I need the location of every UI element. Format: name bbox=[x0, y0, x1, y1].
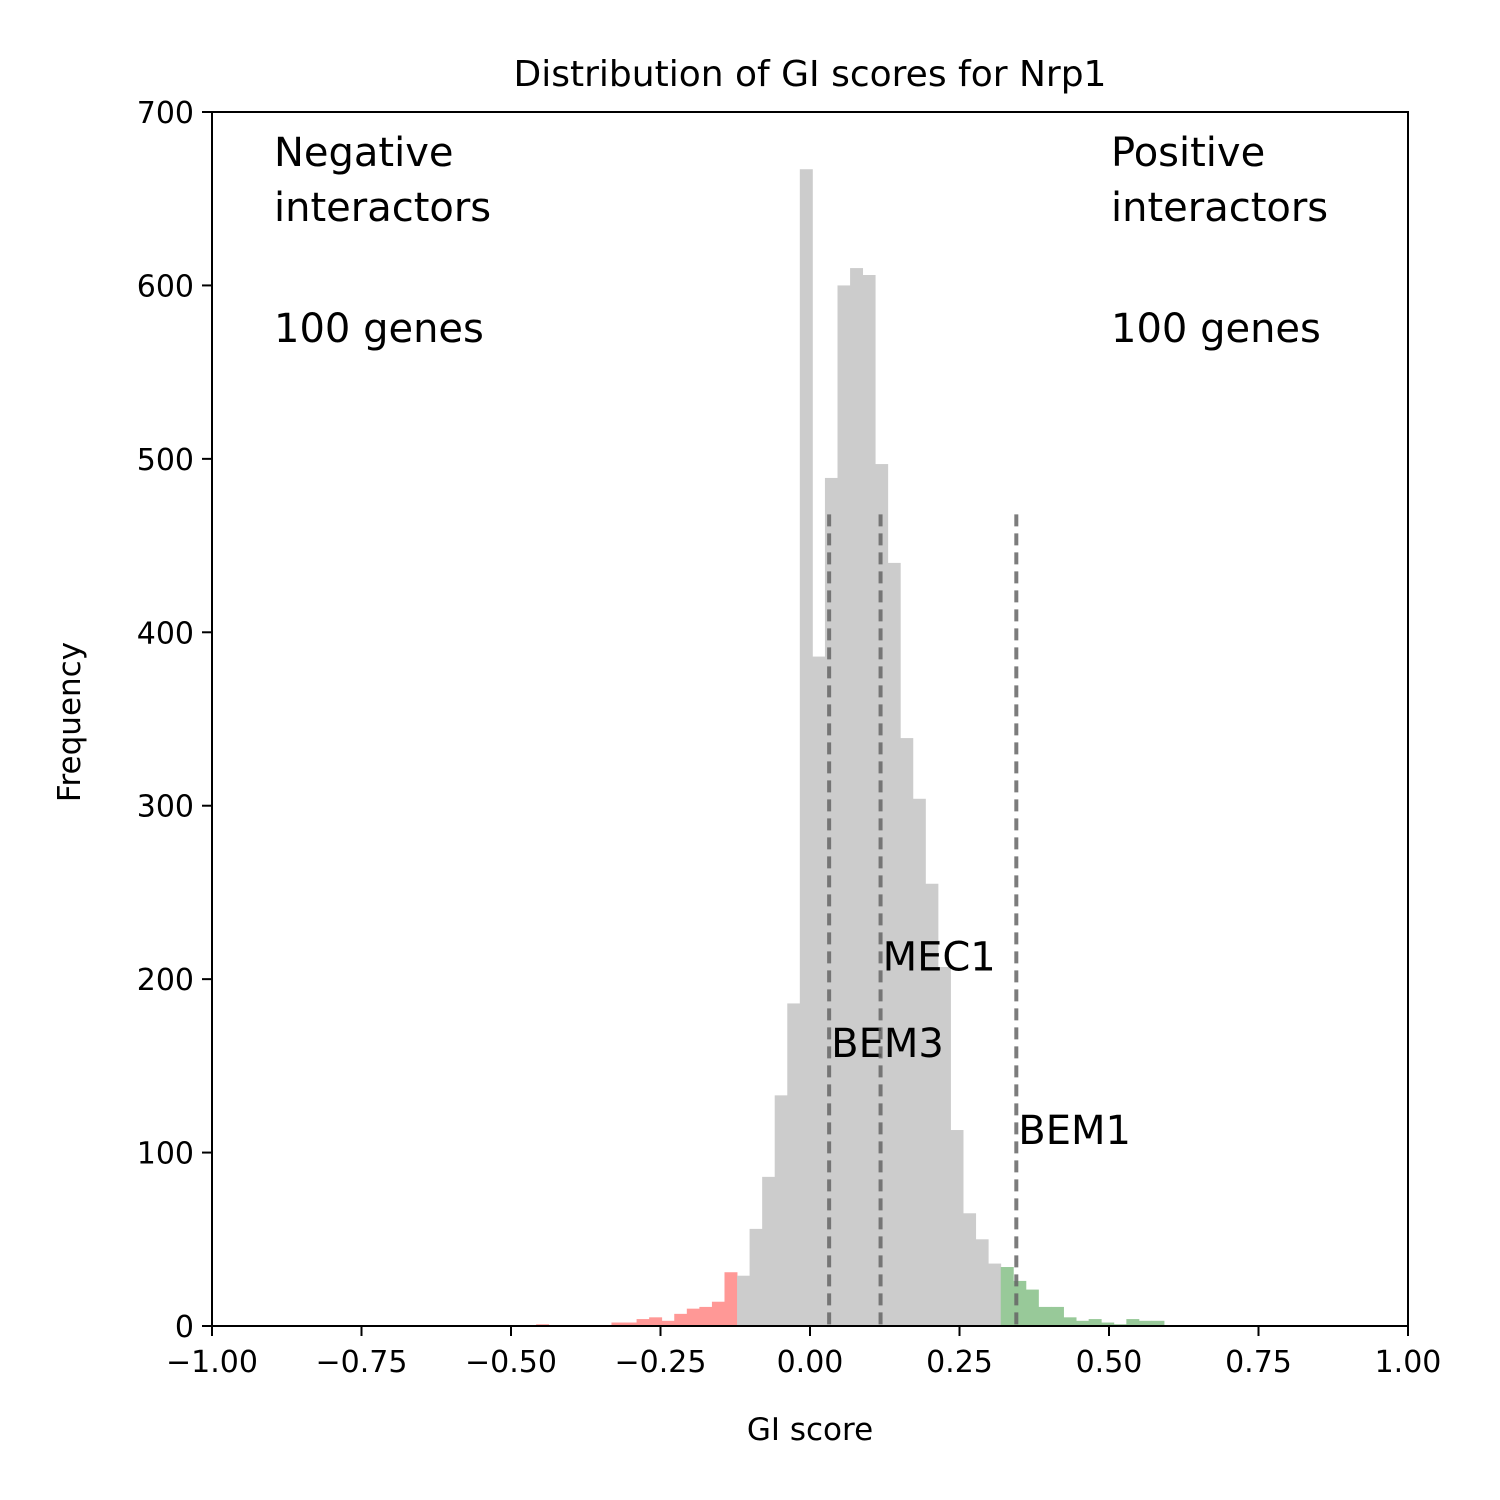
histogram-bar-positive bbox=[1126, 1319, 1140, 1326]
histogram-bar-positive bbox=[1151, 1320, 1165, 1326]
histogram-bar-neutral bbox=[762, 1176, 776, 1326]
histogram-bar-positive bbox=[1138, 1320, 1152, 1326]
histogram-bars bbox=[536, 169, 1165, 1327]
x-tick-label: −0.25 bbox=[615, 1345, 707, 1380]
histogram-bar-neutral bbox=[812, 656, 826, 1326]
negative-annotation-line1: Negative bbox=[274, 130, 454, 176]
histogram-bar-neutral bbox=[887, 562, 901, 1326]
x-tick-label: 0.75 bbox=[1225, 1345, 1292, 1380]
histogram-bar-negative bbox=[636, 1319, 650, 1326]
y-tick-label: 400 bbox=[137, 616, 194, 651]
histogram-bar-neutral bbox=[937, 967, 951, 1326]
negative-interactors-annotation: Negative interactors 100 genes bbox=[274, 130, 491, 352]
histogram-bar-positive bbox=[1000, 1267, 1014, 1326]
negative-annotation-line2: interactors bbox=[274, 185, 491, 231]
histogram-bar-neutral bbox=[787, 1003, 801, 1326]
marker-label-mec1: MEC1 bbox=[883, 934, 996, 980]
y-tick-label: 600 bbox=[137, 269, 194, 304]
histogram-bar-neutral bbox=[749, 1228, 763, 1326]
histogram-bar-negative bbox=[624, 1322, 637, 1326]
positive-annotation-count: 100 genes bbox=[1111, 306, 1321, 352]
y-axis-ticks: 0 100 200 300 400 500 600 700 bbox=[137, 96, 212, 1345]
histogram-bar-neutral bbox=[900, 738, 914, 1326]
histogram-bar-neutral bbox=[988, 1263, 1002, 1326]
histogram-bar-neutral bbox=[799, 169, 813, 1327]
y-tick-label: 100 bbox=[137, 1137, 194, 1172]
x-tick-label: −0.75 bbox=[316, 1345, 408, 1380]
histogram-bar-negative bbox=[711, 1301, 725, 1326]
gene-markers: BEM3 MEC1 BEM1 bbox=[827, 514, 1131, 1326]
histogram-bar-negative bbox=[661, 1320, 675, 1326]
y-tick-label: 0 bbox=[175, 1310, 194, 1345]
histogram-bar-neutral bbox=[774, 1095, 788, 1326]
positive-annotation-line2: interactors bbox=[1111, 185, 1328, 231]
histogram-bar-positive bbox=[1088, 1319, 1102, 1326]
histogram-bar-positive bbox=[1063, 1317, 1077, 1326]
histogram-bar-negative bbox=[611, 1322, 625, 1326]
histogram-bar-neutral bbox=[975, 1239, 989, 1326]
x-axis-ticks: −1.00 −0.75 −0.50 −0.25 0.00 0.25 0.50 0.75 1.00 bbox=[166, 1326, 1441, 1380]
negative-annotation-count: 100 genes bbox=[274, 306, 484, 352]
histogram-bar-positive bbox=[1038, 1306, 1052, 1326]
y-tick-label: 500 bbox=[137, 443, 194, 478]
histogram-bar-neutral bbox=[824, 477, 838, 1326]
histogram-bar-negative bbox=[724, 1272, 738, 1326]
positive-interactors-annotation: Positive interactors 100 genes bbox=[1111, 130, 1328, 352]
histogram-bar-neutral bbox=[912, 798, 926, 1326]
marker-label-bem3: BEM3 bbox=[831, 1021, 944, 1067]
x-tick-label: −1.00 bbox=[166, 1345, 258, 1380]
x-tick-label: 0.00 bbox=[777, 1345, 844, 1380]
histogram-bar-negative bbox=[699, 1306, 713, 1326]
x-tick-label: −0.50 bbox=[465, 1345, 557, 1380]
histogram-bar-neutral bbox=[963, 1213, 977, 1326]
histogram-bar-positive bbox=[1025, 1289, 1039, 1326]
x-axis-label: GI score bbox=[747, 1412, 873, 1448]
histogram-bar-positive bbox=[1050, 1306, 1064, 1326]
chart-title: Distribution of GI scores for Nrp1 bbox=[514, 54, 1107, 95]
marker-label-bem1: BEM1 bbox=[1018, 1108, 1131, 1154]
histogram-bar-neutral bbox=[850, 268, 864, 1327]
histogram-bar-negative bbox=[674, 1313, 688, 1326]
positive-annotation-line1: Positive bbox=[1111, 130, 1265, 176]
y-tick-label: 700 bbox=[137, 96, 194, 131]
y-axis-label: Frequency bbox=[52, 642, 88, 802]
histogram-bar-neutral bbox=[837, 285, 851, 1327]
y-tick-label: 300 bbox=[137, 790, 194, 825]
histogram-bar-negative bbox=[649, 1317, 663, 1326]
y-tick-label: 200 bbox=[137, 963, 194, 998]
histogram-bar-neutral bbox=[737, 1275, 750, 1326]
x-tick-label: 1.00 bbox=[1375, 1345, 1442, 1380]
histogram-bar-positive bbox=[1101, 1322, 1115, 1326]
x-tick-label: 0.50 bbox=[1076, 1345, 1143, 1380]
histogram-bar-positive bbox=[1076, 1320, 1090, 1326]
histogram-bar-negative bbox=[686, 1308, 700, 1326]
x-tick-label: 0.25 bbox=[926, 1345, 993, 1380]
histogram-bar-neutral bbox=[925, 883, 939, 1326]
histogram-bar-neutral bbox=[862, 275, 876, 1326]
histogram-bar-neutral bbox=[950, 1130, 964, 1326]
